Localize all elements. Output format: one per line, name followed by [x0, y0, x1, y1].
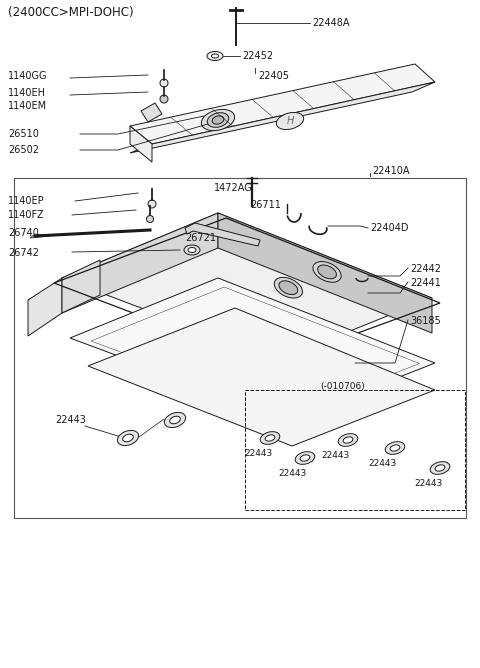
Ellipse shape [313, 262, 341, 283]
Ellipse shape [240, 297, 259, 311]
Text: 22443: 22443 [368, 460, 396, 468]
Ellipse shape [385, 442, 405, 454]
Ellipse shape [202, 110, 235, 131]
Polygon shape [130, 64, 435, 144]
Ellipse shape [274, 277, 302, 298]
Text: (2400CC>MPI-DOHC): (2400CC>MPI-DOHC) [8, 5, 133, 19]
Circle shape [160, 95, 168, 103]
Text: 26502: 26502 [8, 145, 39, 155]
Text: 22443: 22443 [244, 448, 272, 458]
Ellipse shape [318, 265, 336, 279]
Text: (-010706): (-010706) [320, 381, 365, 391]
Ellipse shape [184, 245, 200, 255]
Polygon shape [88, 308, 435, 446]
Polygon shape [218, 213, 432, 333]
Text: 22441: 22441 [410, 278, 441, 288]
Ellipse shape [170, 416, 180, 424]
Ellipse shape [265, 435, 275, 441]
Ellipse shape [188, 248, 196, 253]
Text: 22442: 22442 [410, 264, 441, 274]
Text: 1472AG: 1472AG [214, 183, 253, 193]
Text: 1140EM: 1140EM [8, 101, 47, 111]
Text: 22443: 22443 [278, 470, 306, 478]
Text: H: H [286, 116, 294, 126]
Text: 22452: 22452 [242, 51, 273, 61]
Ellipse shape [295, 452, 315, 464]
Ellipse shape [212, 54, 218, 58]
Text: 22410A: 22410A [372, 166, 409, 176]
Text: 26721: 26721 [185, 233, 216, 243]
Text: 22443: 22443 [55, 415, 86, 425]
Text: 1140EH: 1140EH [8, 88, 46, 98]
Text: 1140GG: 1140GG [8, 71, 48, 81]
Polygon shape [30, 234, 50, 238]
Polygon shape [28, 278, 62, 336]
Ellipse shape [390, 445, 400, 451]
Text: 26510: 26510 [8, 129, 39, 139]
Text: 22443: 22443 [321, 452, 349, 460]
Polygon shape [185, 223, 260, 246]
Polygon shape [62, 260, 100, 313]
Polygon shape [62, 213, 218, 313]
Text: 36185: 36185 [410, 316, 441, 326]
Text: 26711: 26711 [250, 200, 281, 210]
Bar [245, 390, 465, 510]
Circle shape [160, 79, 168, 87]
Text: 22405: 22405 [258, 71, 289, 81]
Ellipse shape [435, 465, 445, 471]
Ellipse shape [123, 434, 133, 442]
Polygon shape [141, 103, 162, 122]
Ellipse shape [260, 432, 280, 444]
Ellipse shape [197, 309, 225, 329]
Ellipse shape [212, 116, 224, 124]
Ellipse shape [300, 455, 310, 461]
Bar [14, 178, 466, 518]
Ellipse shape [118, 430, 139, 446]
Ellipse shape [343, 437, 353, 443]
Ellipse shape [236, 293, 264, 314]
Polygon shape [130, 126, 152, 162]
Polygon shape [70, 278, 435, 420]
Ellipse shape [276, 112, 304, 130]
Polygon shape [130, 82, 435, 153]
Text: 1140FZ: 1140FZ [8, 210, 45, 220]
Ellipse shape [164, 412, 186, 428]
Ellipse shape [202, 313, 220, 326]
Circle shape [146, 216, 154, 222]
Circle shape [148, 200, 156, 208]
Ellipse shape [279, 281, 298, 295]
Ellipse shape [207, 51, 223, 61]
Ellipse shape [430, 462, 450, 474]
Text: 22443: 22443 [414, 480, 442, 488]
Text: 1140EP: 1140EP [8, 196, 45, 206]
Text: 22404D: 22404D [370, 223, 408, 233]
Ellipse shape [207, 113, 229, 128]
Ellipse shape [338, 434, 358, 446]
Text: 22448A: 22448A [312, 18, 349, 28]
Polygon shape [62, 213, 432, 360]
Text: 26742: 26742 [8, 248, 39, 258]
Text: 26740: 26740 [8, 228, 39, 238]
